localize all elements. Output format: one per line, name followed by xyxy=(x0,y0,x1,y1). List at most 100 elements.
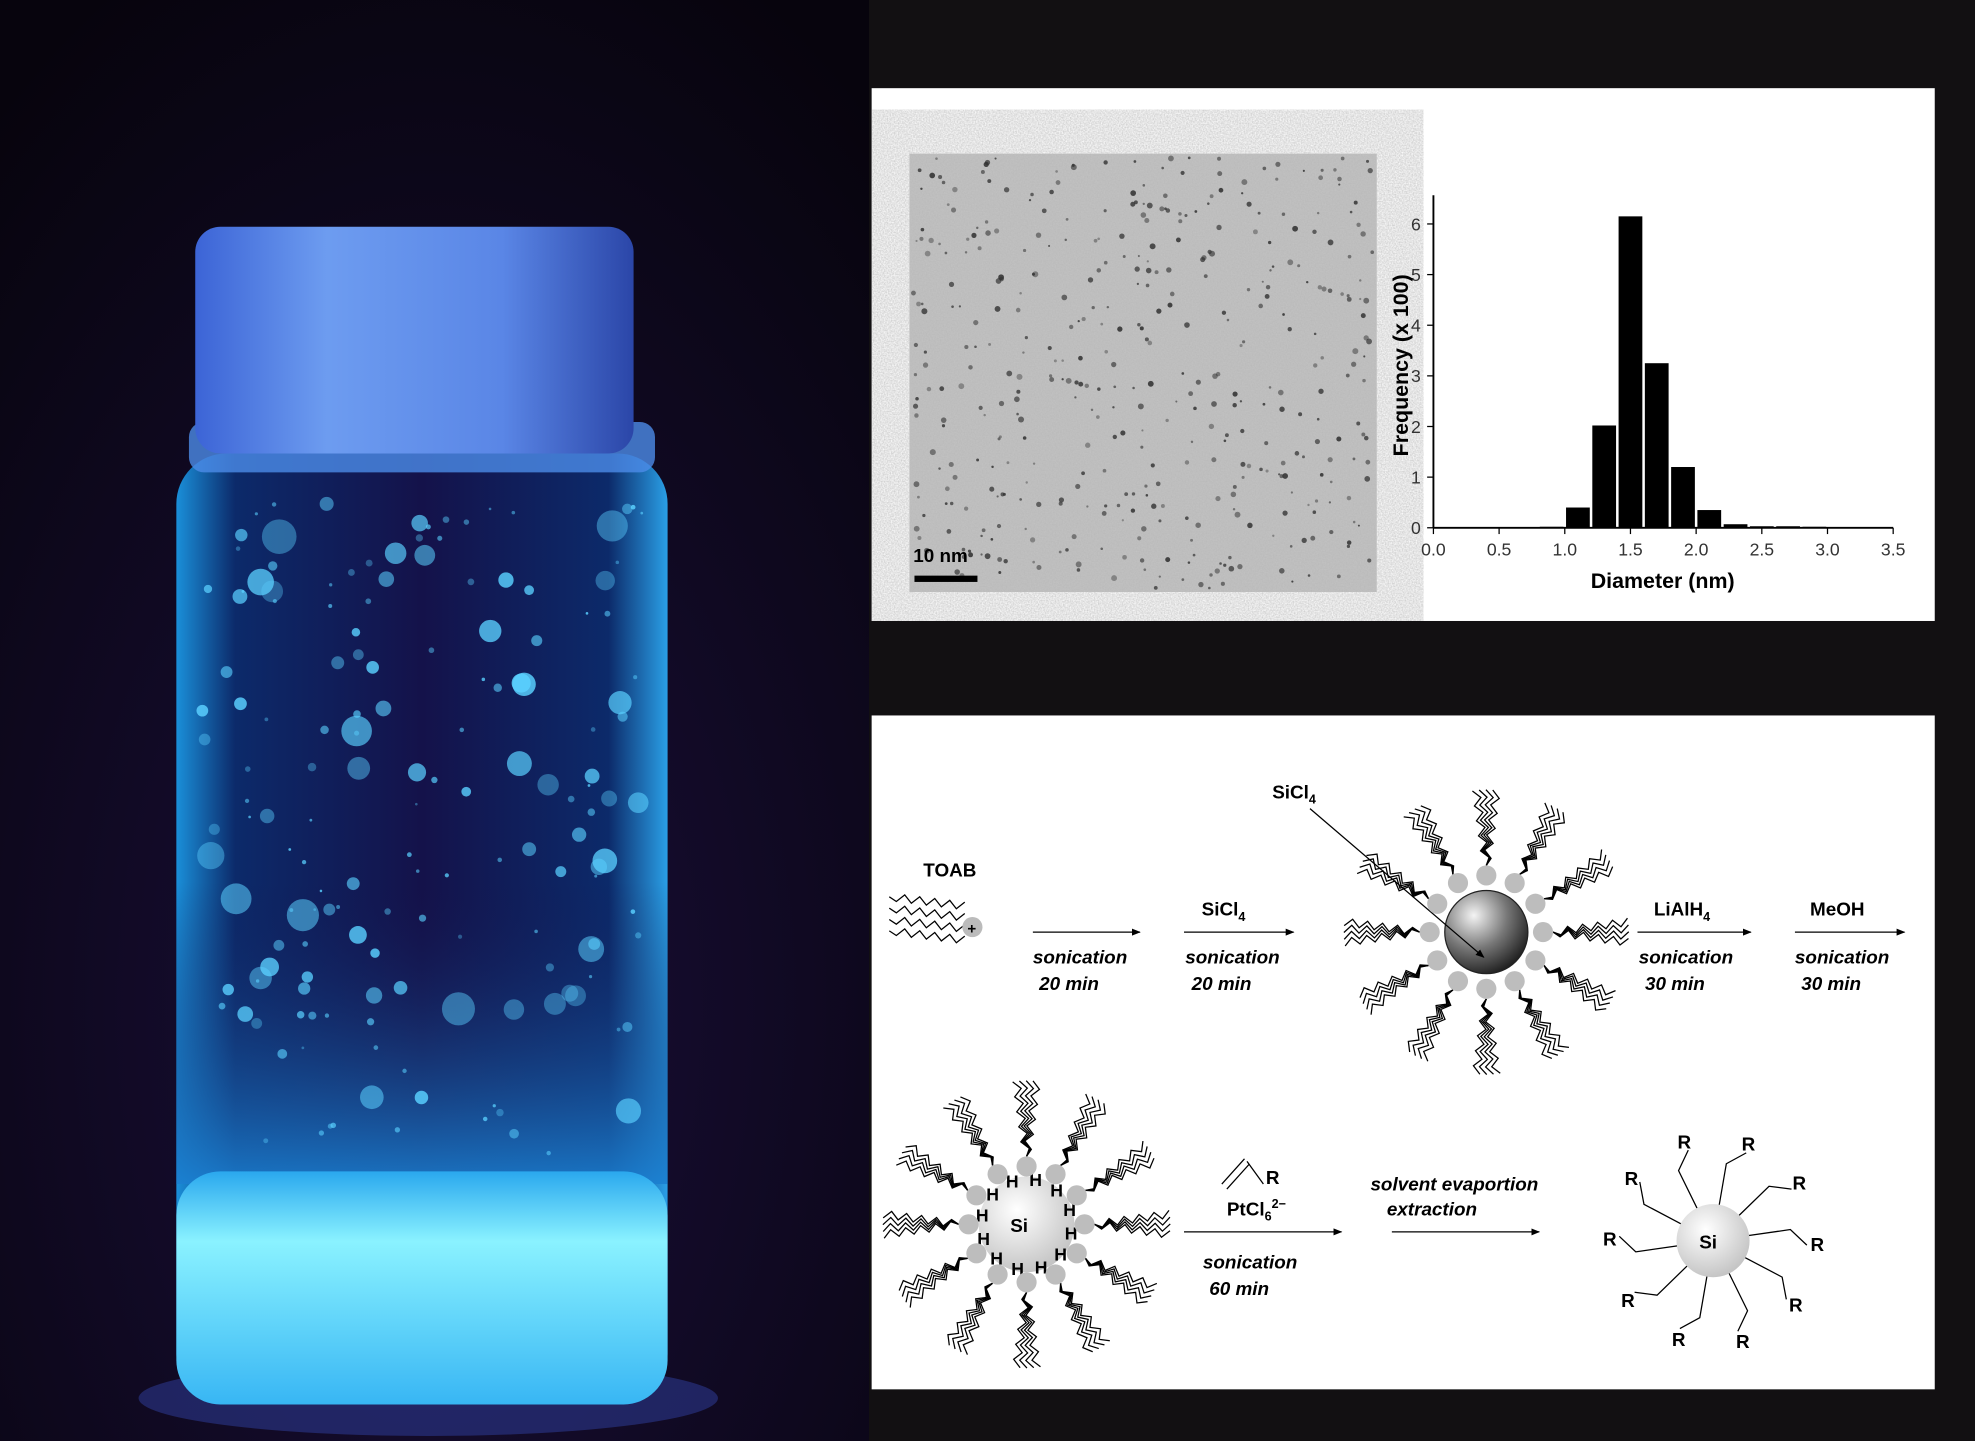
nanoparticle-dot xyxy=(1275,161,1281,167)
nanoparticle-dot xyxy=(981,528,986,533)
nanoparticle-dot xyxy=(941,424,946,428)
droplet xyxy=(467,578,475,586)
nanoparticle-dot xyxy=(1075,561,1082,568)
nanoparticle-dot xyxy=(1078,355,1083,361)
nanoparticle-dot xyxy=(1312,510,1317,514)
nanoparticle-dot xyxy=(938,242,941,246)
nanoparticle-dot xyxy=(1190,538,1193,542)
droplet xyxy=(418,914,427,922)
step-3-reagent: LiAlH4 xyxy=(1654,900,1710,924)
alkyl-chain xyxy=(1060,1096,1097,1166)
nanoparticle-dot xyxy=(1139,326,1144,331)
droplet xyxy=(241,590,245,593)
nanoparticle-dot xyxy=(966,237,970,241)
nanoparticle-dot xyxy=(1241,192,1244,195)
nanoparticle-dot xyxy=(1077,320,1080,323)
alkyl-chain xyxy=(1519,989,1564,1053)
nanoparticle-dot xyxy=(923,350,927,354)
nanoparticle-dot xyxy=(1096,415,1100,419)
alkyl-chain xyxy=(1094,1216,1171,1229)
nanoparticle-dot xyxy=(1367,558,1372,563)
alkyl-chain xyxy=(1544,854,1607,900)
droplet xyxy=(218,1002,226,1010)
droplet xyxy=(365,987,383,1004)
nanoparticle-dot xyxy=(952,474,958,480)
y-tick-label: 6 xyxy=(1411,214,1421,234)
nanoparticle-dot xyxy=(989,486,995,492)
nanoparticle-dot xyxy=(1143,568,1147,571)
droplet xyxy=(197,842,225,870)
x-tick-label: 0.5 xyxy=(1487,539,1512,559)
headgroup xyxy=(966,1243,987,1264)
nanoparticle-dot xyxy=(1313,332,1317,336)
alkyl-chain xyxy=(882,1220,959,1232)
nanoparticle-dot xyxy=(1035,232,1042,238)
nanoparticle-dot xyxy=(1363,335,1369,341)
nanoparticle-dot xyxy=(1359,297,1362,301)
nanoparticle-dot xyxy=(1141,526,1147,532)
droplet xyxy=(622,1021,633,1032)
droplet xyxy=(222,983,234,996)
nanoparticle-dot xyxy=(1166,267,1172,273)
hydride-label: H xyxy=(1006,1172,1019,1192)
step-2-condition: sonication xyxy=(1185,948,1279,969)
nanoparticle-dot xyxy=(929,172,936,179)
nanoparticle-dot xyxy=(1360,313,1366,319)
droplet xyxy=(327,1123,333,1129)
nanoparticle-dot xyxy=(1024,527,1027,531)
nanoparticle-dot xyxy=(1112,434,1117,440)
droplet xyxy=(254,512,258,516)
step-1-arrow: sonication 20 min xyxy=(1032,928,1141,995)
nanoparticle-dot xyxy=(1049,189,1054,195)
droplet xyxy=(567,795,575,803)
droplet xyxy=(590,727,596,732)
droplet xyxy=(493,683,502,692)
nanoparticle-dot xyxy=(1217,171,1223,177)
droplet xyxy=(248,815,251,819)
alkyl-chain xyxy=(1023,1292,1041,1368)
droplet xyxy=(630,909,636,914)
nanoparticle-dot xyxy=(951,305,954,308)
droplet xyxy=(301,971,314,983)
nanoparticle-dot xyxy=(1272,534,1275,537)
nanoparticle-dot xyxy=(1364,435,1369,441)
nanoparticle-dot xyxy=(1076,568,1081,572)
nanoparticle-dot xyxy=(1015,307,1021,313)
headgroup xyxy=(1504,872,1525,894)
nanoparticle-dot xyxy=(1058,501,1063,506)
nanoparticle-dot xyxy=(974,345,977,349)
alkene-r-label: R xyxy=(1266,1168,1280,1189)
alkyl-chain xyxy=(1482,998,1494,1075)
headgroup xyxy=(1045,1164,1066,1185)
nanoparticle-dot xyxy=(1112,406,1115,409)
step-5-condition: sonication xyxy=(1203,1252,1297,1273)
scale-bar-label: 10 nm xyxy=(913,546,968,567)
r-group-label: R xyxy=(1603,1229,1617,1250)
droplet xyxy=(264,717,269,722)
alkyl-chain xyxy=(962,1282,993,1355)
nanoparticle-dot xyxy=(1022,436,1027,440)
nanoparticle-dot xyxy=(1362,378,1366,383)
nanoparticle-dot xyxy=(1122,554,1127,560)
histogram-bar xyxy=(1802,526,1827,528)
nanoparticle-dot xyxy=(980,169,985,174)
nanoparticle-dot xyxy=(1329,529,1334,535)
alkyl-chain xyxy=(1059,1283,1093,1353)
r-bond xyxy=(1737,1185,1792,1217)
nanoparticle-dot xyxy=(961,554,966,560)
r-group-label: R xyxy=(1792,1174,1806,1195)
nanoparticle-dot xyxy=(971,232,977,238)
nanoparticle-dot xyxy=(913,525,920,532)
headgroup xyxy=(1066,1243,1087,1264)
nanoparticle-dot xyxy=(1347,254,1352,259)
droplet xyxy=(587,784,591,787)
nanoparticle-dot xyxy=(1282,510,1288,516)
nanoparticle-dot xyxy=(1164,207,1167,211)
alkyl-chain xyxy=(957,1282,993,1353)
nanoparticle-dot xyxy=(1321,286,1327,292)
nanoparticle-dot xyxy=(1140,212,1147,218)
nanoparticle-dot xyxy=(1320,356,1324,360)
nanoparticle-dot xyxy=(1149,243,1156,250)
alkyl-chain xyxy=(1359,964,1429,998)
